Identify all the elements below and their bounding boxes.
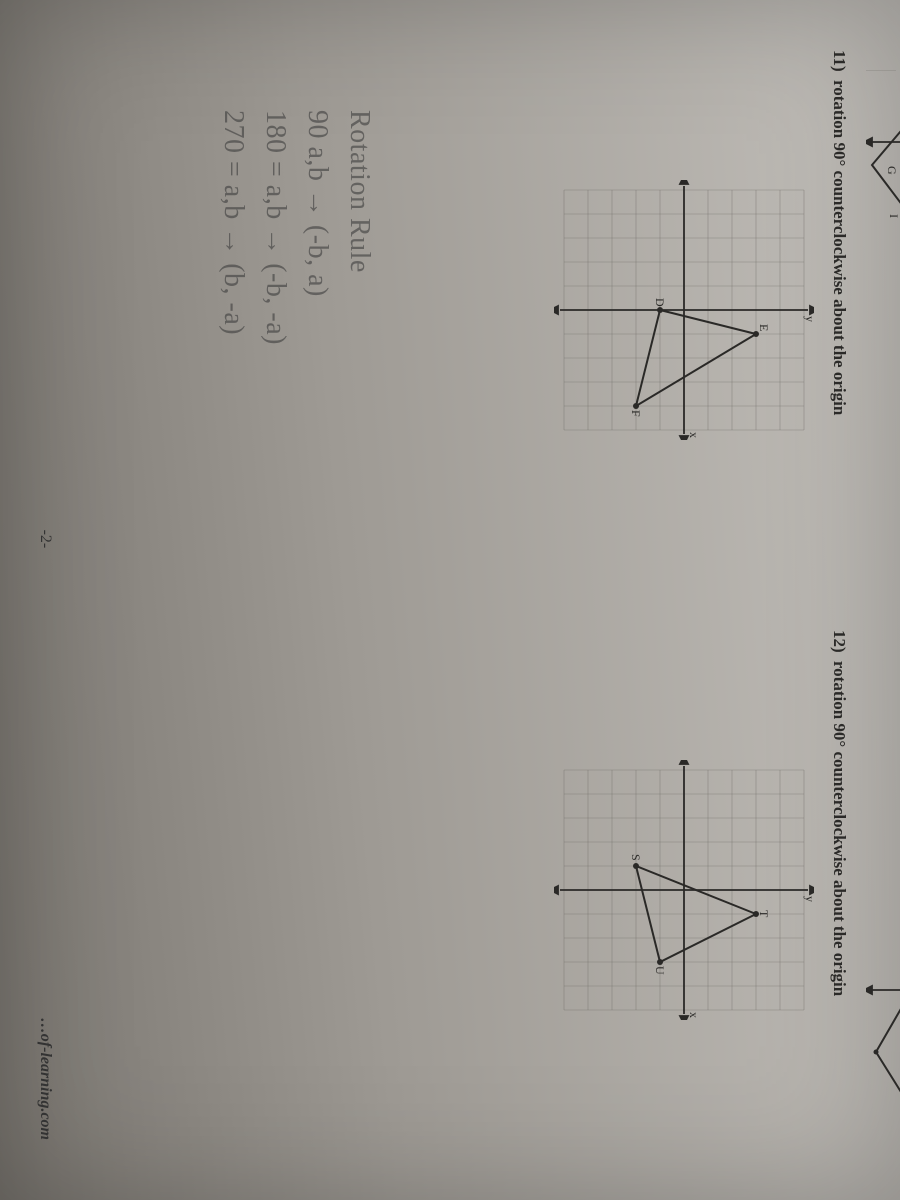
problem-11: 11) rotation 90° counterclockwise about … [554,50,850,570]
svg-text:x: x [687,432,701,438]
svg-text:x: x [687,1012,701,1018]
problem-12-number: 12) [830,630,849,653]
problem-12-text: rotation 90° counterclockwise about the … [830,661,849,996]
page: G I 11) rotation 90° counterclockwise ab… [0,0,900,1200]
fragment-label-i: I [887,214,900,218]
worksheet: G I 11) rotation 90° counterclockwise ab… [0,0,900,1200]
problem-11-text: rotation 90° counterclockwise about the … [830,80,849,415]
svg-text:T: T [757,910,771,918]
svg-text:U: U [653,966,667,975]
graph-12: x y T S U [554,760,814,1020]
fragment-left: G I [866,70,900,220]
problem-12: 12) rotation 90° counterclockwise about … [554,630,850,1150]
svg-text:E: E [757,324,771,331]
graph-11: x y E D F [554,180,814,440]
page-number: -2- [36,530,54,549]
svg-text:S: S [629,854,643,861]
svg-text:F: F [629,410,643,417]
problem-11-number: 11) [830,50,849,72]
svg-text:y: y [803,896,814,902]
footer-site: …of-learning.com [36,1018,54,1140]
svg-text:y: y [803,316,814,322]
handwriting-title: Rotation Rule [338,110,380,345]
problems-row: 11) rotation 90° counterclockwise about … [554,50,850,1150]
handwriting-line-1: 90 a,b → (-b, a) [296,110,338,345]
fragment-right [866,980,900,1130]
handwriting-line-2: 180 = a,b → (-b, -a) [254,110,296,345]
problem-11-prompt: 11) rotation 90° counterclockwise about … [828,50,850,570]
handwriting-line-3: 270 = a,b → (b, -a) [212,110,254,345]
handwritten-notes: Rotation Rule 90 a,b → (-b, a) 180 = a,b… [212,110,380,345]
top-fragment: G I [866,0,900,1200]
footer: -2- …of-learning.com [36,0,54,1200]
problem-12-prompt: 12) rotation 90° counterclockwise about … [828,630,850,1150]
fragment-label-g: G [885,166,899,175]
svg-text:D: D [653,298,667,307]
